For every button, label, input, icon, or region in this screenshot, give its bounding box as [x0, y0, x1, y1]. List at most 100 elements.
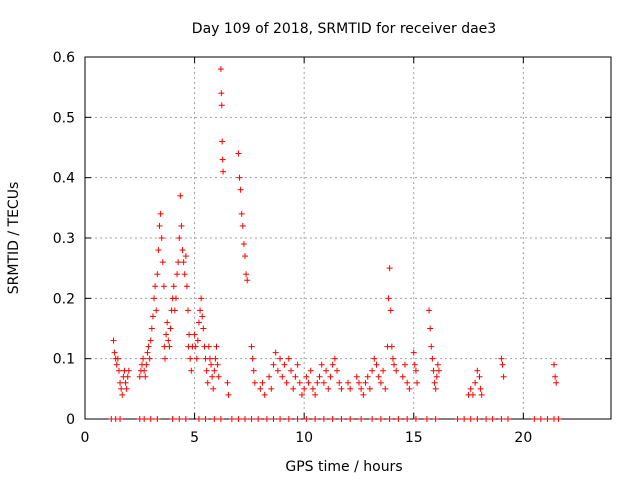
data-point	[393, 367, 400, 374]
data-point	[140, 355, 147, 362]
data-point	[141, 367, 148, 374]
data-point	[406, 385, 413, 392]
data-point	[429, 355, 436, 362]
data-point	[172, 295, 179, 302]
data-point	[203, 367, 210, 374]
y-tick-label: 0.5	[53, 110, 75, 126]
data-point	[175, 259, 182, 266]
x-tick-label: 20	[514, 430, 532, 446]
data-point	[303, 416, 310, 422]
data-point	[294, 416, 301, 422]
data-point	[336, 379, 343, 386]
data-point	[225, 391, 232, 398]
data-point	[272, 349, 279, 356]
data-point	[325, 385, 332, 392]
data-point	[358, 416, 365, 422]
data-point	[277, 416, 284, 422]
data-point	[159, 259, 166, 266]
data-point	[197, 307, 204, 314]
data-point	[474, 367, 481, 374]
data-point	[391, 361, 398, 368]
data-point	[124, 373, 131, 380]
data-point	[395, 416, 402, 422]
data-point	[283, 379, 290, 386]
data-point	[353, 373, 360, 380]
data-point	[274, 367, 281, 374]
data-point	[314, 379, 321, 386]
x-tick-label: 15	[405, 430, 423, 446]
data-point	[224, 379, 231, 386]
data-point	[296, 379, 303, 386]
data-point	[160, 283, 167, 290]
data-point	[195, 319, 202, 326]
data-point	[500, 373, 507, 380]
data-point	[217, 416, 224, 422]
data-point	[194, 337, 201, 344]
data-point	[251, 379, 258, 386]
data-point	[141, 416, 148, 422]
data-point	[214, 361, 221, 368]
data-points	[108, 66, 562, 422]
data-point	[327, 373, 334, 380]
data-point	[281, 361, 288, 368]
data-point	[154, 416, 161, 422]
data-point	[157, 210, 164, 217]
data-point	[255, 416, 262, 422]
x-tick-label: 5	[190, 430, 199, 446]
data-point	[277, 355, 284, 362]
data-point	[239, 222, 246, 229]
data-point	[454, 416, 461, 422]
data-point	[498, 355, 505, 362]
data-point	[427, 325, 434, 332]
data-point	[151, 295, 158, 302]
data-point	[268, 385, 275, 392]
data-point	[257, 385, 264, 392]
data-point	[248, 416, 255, 422]
data-point	[430, 367, 437, 374]
data-point	[426, 307, 433, 314]
data-point	[205, 343, 212, 350]
data-point	[423, 416, 430, 422]
y-tick-labels: 0 0.1 0.2 0.3 0.4 0.5 0.6	[53, 50, 75, 428]
data-point	[364, 373, 371, 380]
data-point	[309, 385, 316, 392]
data-point	[193, 355, 200, 362]
data-point	[182, 253, 189, 260]
data-point	[199, 313, 206, 320]
data-point	[474, 416, 481, 422]
data-point	[113, 361, 120, 368]
data-point	[347, 416, 354, 422]
data-point	[147, 416, 154, 422]
data-point	[235, 150, 242, 157]
data-point	[411, 361, 418, 368]
data-point	[148, 325, 155, 332]
data-point	[555, 416, 562, 422]
data-point	[176, 235, 183, 241]
data-point	[259, 379, 266, 386]
data-point	[552, 373, 559, 380]
data-point	[266, 373, 273, 380]
data-point	[244, 277, 251, 284]
data-point	[544, 416, 551, 422]
data-point	[285, 416, 292, 422]
data-point	[152, 283, 159, 290]
data-point	[183, 283, 190, 290]
data-point	[219, 156, 226, 163]
data-point	[303, 373, 310, 380]
data-point	[170, 283, 177, 290]
data-point	[136, 373, 143, 380]
data-point	[166, 343, 173, 350]
data-point	[243, 271, 250, 278]
data-point	[195, 416, 202, 422]
data-point	[202, 416, 209, 422]
data-point	[553, 379, 560, 386]
data-point	[412, 416, 419, 422]
data-point	[318, 361, 325, 368]
data-point	[537, 416, 544, 422]
data-point	[316, 373, 323, 380]
data-point	[478, 391, 485, 398]
data-point	[366, 385, 373, 392]
data-point	[110, 337, 117, 344]
data-point	[360, 391, 367, 398]
data-point	[211, 367, 218, 374]
